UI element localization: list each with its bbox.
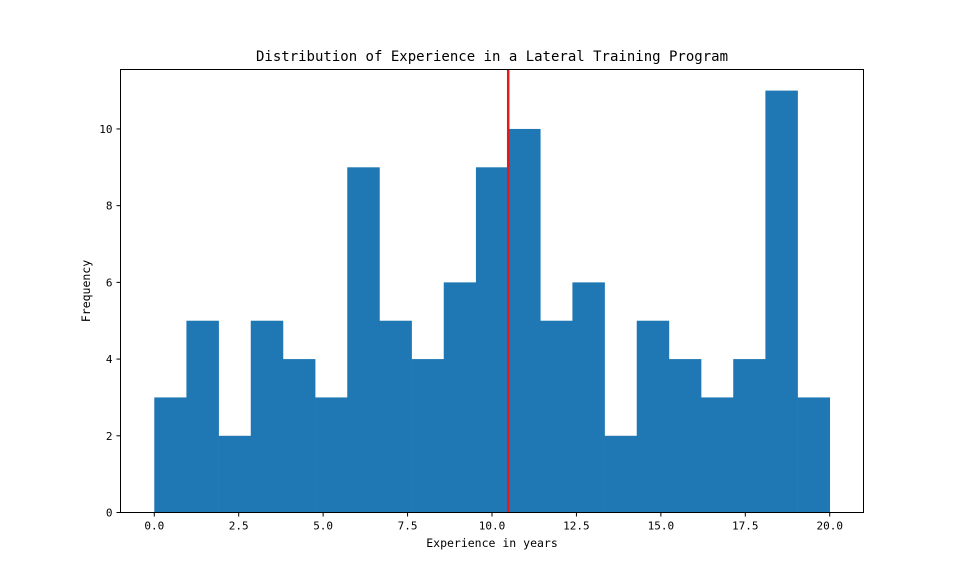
x-tick-label: 2.5 — [229, 520, 249, 533]
histogram-bar — [636, 320, 670, 513]
y-axis-label: Frequency — [79, 260, 93, 322]
histogram-bar — [572, 282, 605, 513]
x-tick-label: 10.0 — [479, 520, 506, 533]
histogram-bar — [154, 397, 187, 513]
histogram-bar — [379, 320, 412, 513]
histogram-bar — [443, 282, 477, 513]
histogram-bar — [765, 90, 798, 513]
histogram-bar — [282, 359, 316, 513]
x-tick-label: 0.0 — [144, 520, 164, 533]
y-tick-label: 2 — [106, 430, 113, 443]
x-tick-label: 15.0 — [648, 520, 675, 533]
y-axis-ticks: 0 2 4 6 8 10 — [99, 123, 121, 520]
histogram-bar — [315, 397, 348, 513]
bars-group — [154, 90, 831, 513]
x-tick-label: 17.5 — [732, 520, 759, 533]
x-tick-label: 5.0 — [313, 520, 333, 533]
histogram-bar — [347, 167, 380, 513]
histogram-bar — [668, 359, 702, 513]
histogram-bar — [250, 320, 284, 513]
histogram-bar — [604, 435, 638, 513]
histogram-bar — [701, 397, 734, 513]
y-tick-label: 10 — [99, 123, 112, 136]
histogram-bar — [186, 320, 219, 513]
histogram-bar — [540, 320, 573, 513]
x-tick-label: 7.5 — [398, 520, 418, 533]
y-tick-label: 4 — [106, 353, 113, 366]
histogram-bar — [475, 167, 509, 513]
histogram-bar — [797, 397, 831, 513]
x-tick-label: 12.5 — [563, 520, 590, 533]
histogram-bar — [218, 435, 252, 513]
histogram-bar — [508, 128, 541, 513]
x-tick-label: 20.0 — [816, 520, 843, 533]
y-tick-label: 0 — [106, 507, 113, 520]
x-axis-ticks: 0.0 2.5 5.0 7.5 10.0 12.5 15.0 17.5 20.0 — [144, 512, 843, 533]
x-axis-label: Experience in years — [426, 536, 558, 550]
chart-title: Distribution of Experience in a Lateral … — [256, 49, 728, 65]
histogram-bar — [733, 359, 766, 513]
y-tick-label: 6 — [106, 276, 113, 289]
histogram-bar — [411, 359, 445, 513]
y-tick-label: 8 — [106, 200, 113, 213]
